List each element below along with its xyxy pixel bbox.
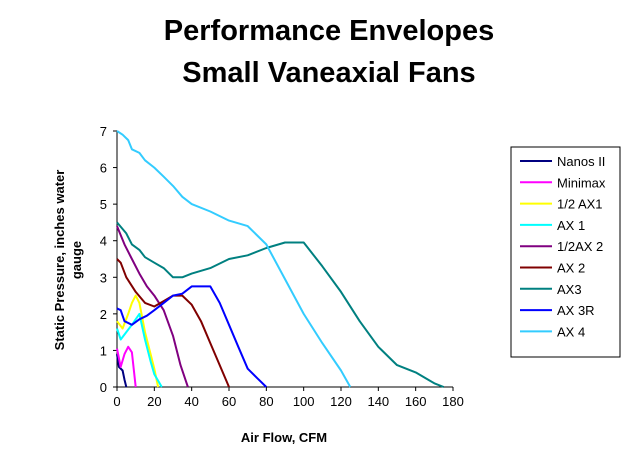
- series-line-ax-4: [116, 130, 352, 388]
- chart-title-line-1: Performance Envelopes: [164, 15, 494, 47]
- legend-label-1-2ax-2: 1/2AX 2: [557, 239, 603, 254]
- y-axis-label: Static Pressure, inches water gauge: [52, 170, 84, 351]
- legend-label-ax-1: AX 1: [557, 218, 585, 233]
- y-tick-label: 2: [100, 307, 107, 322]
- chart-title-line-2: Small Vaneaxial Fans: [182, 57, 475, 89]
- y-tick-label: 1: [100, 343, 107, 358]
- legend-label-1-2-ax1: 1/2 AX1: [557, 197, 603, 212]
- series-line-ax3: [116, 221, 445, 388]
- axes: 0 1 2 3 4 5 6 7 0 20 40 60 80 100 120 140 160 180: [100, 124, 464, 409]
- x-axis-label: Air Flow, CFM: [241, 430, 327, 445]
- x-tick-label: 140: [367, 394, 389, 409]
- x-tick-label: 60: [222, 394, 236, 409]
- legend-label-minimax: Minimax: [557, 175, 606, 190]
- x-tick-label: 120: [330, 394, 352, 409]
- x-tick-label: 80: [259, 394, 273, 409]
- y-tick-label: 0: [100, 380, 107, 395]
- series-line-ax-1: [116, 312, 163, 388]
- series-lines: [116, 130, 445, 388]
- x-tick-label: 0: [113, 394, 120, 409]
- series-line-nanos-ii: [116, 353, 128, 388]
- y-tick-label: 3: [100, 270, 107, 285]
- series-line-1-2ax-2: [116, 225, 189, 388]
- y-tick-label: 6: [100, 161, 107, 176]
- y-tick-label: 4: [100, 234, 107, 249]
- y-tick-label: 5: [100, 197, 107, 212]
- y-axis-label-line-1: Static Pressure, inches water: [52, 170, 67, 351]
- legend-label-ax-2: AX 2: [557, 261, 585, 276]
- legend: Nanos II Minimax 1/2 AX1 AX 1 1/2AX 2 AX 2 AX3…: [510, 146, 621, 358]
- x-tick-label: 100: [293, 394, 315, 409]
- legend-label-ax-3r: AX 3R: [557, 303, 595, 318]
- legend-label-ax-4: AX 4: [557, 324, 585, 339]
- x-tick-label: 40: [184, 394, 198, 409]
- x-tick-label: 160: [405, 394, 427, 409]
- series-line-ax-3r: [116, 285, 267, 388]
- x-tick-label: 20: [147, 394, 161, 409]
- legend-label-nanos-ii: Nanos II: [557, 154, 605, 169]
- series-line-minimax: [116, 345, 137, 388]
- x-tick-label: 180: [442, 394, 464, 409]
- legend-label-ax3: AX3: [557, 282, 582, 297]
- y-tick-label: 7: [100, 124, 107, 139]
- y-axis-label-line-2: gauge: [69, 241, 84, 279]
